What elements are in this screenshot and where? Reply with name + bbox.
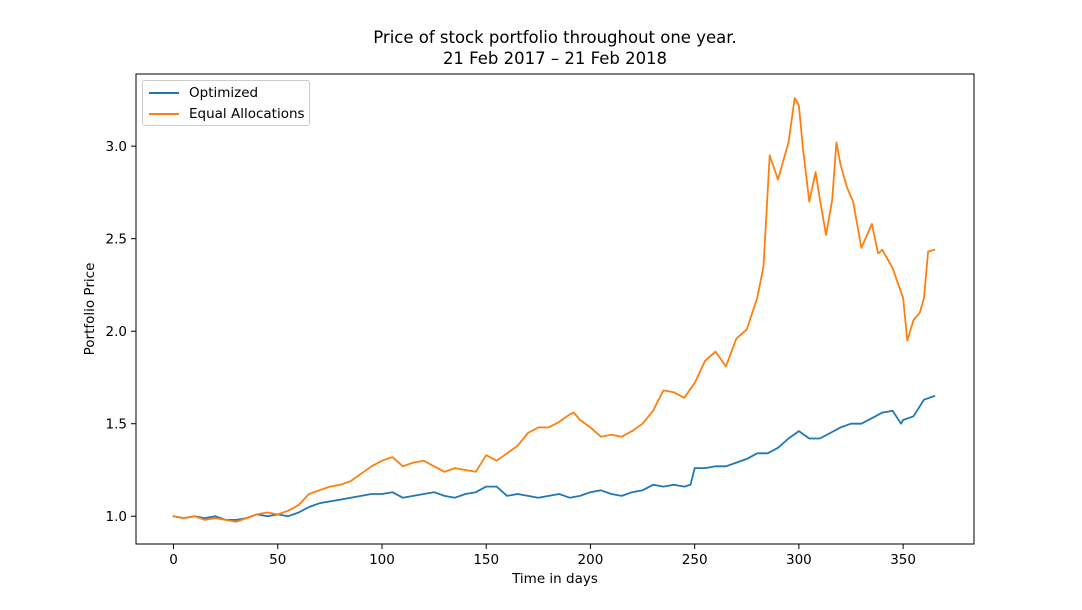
y-tick-label: 1.5 [106,417,127,433]
x-tick-label: 50 [269,552,286,568]
y-tick-label: 3.0 [106,139,127,155]
x-tick-label: 350 [890,552,916,568]
series-layer [172,97,936,523]
y-tick-label: 1.0 [106,509,127,525]
x-tick-label: 150 [473,552,499,568]
chart-subtitle: 21 Feb 2017 – 21 Feb 2018 [442,49,668,68]
legend: Optimized Equal Allocations [142,80,310,126]
series-line-optimized [172,395,936,521]
axes-layer: 0 50 100 150 200 250 300 350 1.0 1.5 2.0 2.5 3.0 [106,139,916,568]
x-tick-label: 200 [578,552,604,568]
legend-item-optimized: Optimized [149,84,258,102]
chart-title: Price of stock portfolio throughout one … [373,28,737,47]
legend-swatch-optimized [149,92,179,94]
series-line-equal-allocations [172,97,936,523]
x-axis-label: Time in days [511,571,598,587]
x-tick-label: 100 [369,552,395,568]
legend-swatch-equal-allocations [149,113,179,115]
x-tick-label: 250 [682,552,708,568]
legend-label-equal-allocations: Equal Allocations [189,106,305,122]
legend-item-equal-allocations: Equal Allocations [149,105,305,123]
x-tick-label: 300 [786,552,812,568]
legend-label-optimized: Optimized [189,85,259,101]
y-tick-label: 2.0 [106,324,127,340]
plot-frame [135,73,975,545]
x-tick-label: 0 [169,552,178,568]
y-axis-label: Portfolio Price [82,263,98,356]
y-tick-label: 2.5 [106,232,127,248]
